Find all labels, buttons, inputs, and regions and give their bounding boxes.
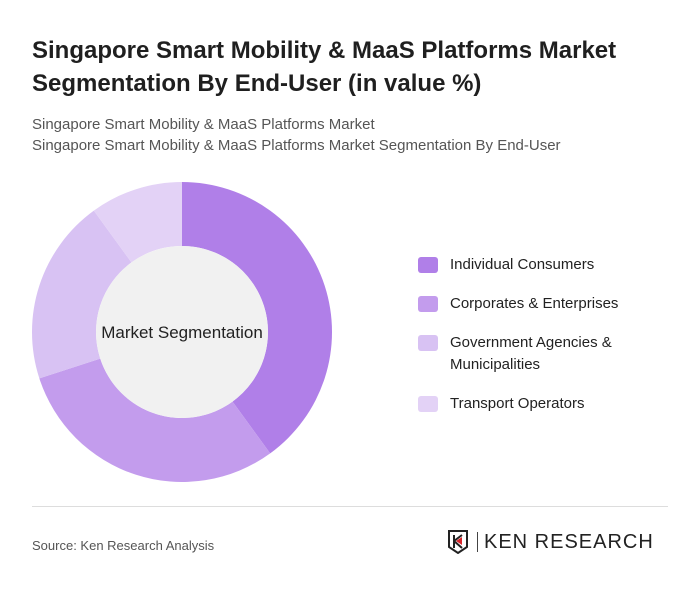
legend-label: Corporates & Enterprises (450, 295, 619, 312)
chart-title: Singapore Smart Mobility & MaaS Platform… (32, 37, 617, 97)
legend-label: Individual Consumers (450, 256, 595, 273)
legend-swatch (418, 396, 438, 412)
chart-subtitle: Singapore Smart Mobility & MaaS Platform… (32, 114, 561, 156)
subtitle-line-2: Singapore Smart Mobility & MaaS Platform… (32, 137, 561, 154)
slice-transport-operators (93, 182, 182, 263)
ken-research-logo: KEN RESEARCH (447, 530, 654, 554)
divider (32, 506, 668, 507)
logo-text: KEN RESEARCH (477, 532, 654, 552)
legend-label: Transport Operators (450, 395, 585, 412)
legend-swatch (418, 257, 438, 273)
slice-government-agencies-municipalities (31, 210, 132, 379)
legend-item: Corporates & Enterprises (418, 293, 678, 315)
legend-swatch (418, 335, 438, 351)
center-label: Market Segmentation (101, 323, 263, 342)
legend: Individual Consumers Corporates & Enterpr… (418, 254, 678, 432)
slice-individual-consumers (182, 182, 332, 454)
legend-item: Government Agencies & Municipalities (418, 332, 678, 376)
donut-hole (96, 246, 268, 418)
slice-corporates-enterprises (39, 358, 271, 482)
legend-item: Individual Consumers (418, 254, 678, 276)
legend-label: Government Agencies & Municipalities (450, 334, 612, 373)
source-note: Source: Ken Research Analysis (32, 538, 215, 553)
logo-shield-icon (448, 530, 468, 554)
subtitle-line-1: Singapore Smart Mobility & MaaS Platform… (32, 116, 375, 133)
legend-item: Transport Operators (418, 393, 678, 415)
legend-swatch (418, 296, 438, 312)
